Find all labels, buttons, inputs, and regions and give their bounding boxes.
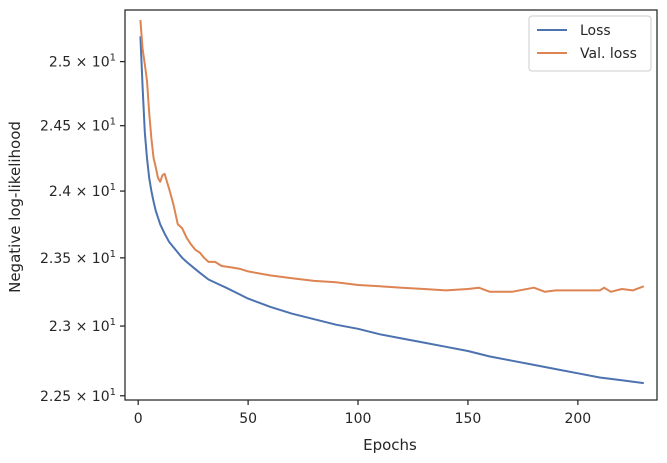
legend: Loss Val. loss — [528, 15, 652, 72]
y-tick-label: 2.45 × 101 — [40, 117, 116, 135]
legend-label-val-loss: Val. loss — [580, 46, 637, 62]
y-tick-label: 2.4 × 101 — [49, 182, 116, 200]
x-tick-label: 150 — [455, 411, 482, 427]
y-tick-label: 2.35 × 101 — [40, 249, 116, 267]
y-tick-label: 2.25 × 101 — [40, 387, 116, 405]
legend-label-loss: Loss — [580, 23, 611, 39]
y-tick-label: 2.3 × 101 — [49, 317, 116, 335]
y-axis-title: Negative log-likelihood — [6, 121, 24, 293]
x-axis-title: Epochs — [363, 436, 417, 454]
y-tick-label: 2.5 × 101 — [49, 53, 116, 71]
x-tick-label: 200 — [564, 411, 591, 427]
y-axis-ticks: 2.25 × 101 2.3 × 101 2.35 × 101 2.4 × 101 2.… — [40, 53, 125, 405]
series-layer — [139, 19, 645, 385]
series-line-val-loss — [139, 19, 645, 293]
plot-frame — [124, 9, 658, 401]
x-axis-ticks: 0 50 100 150 200 — [134, 400, 591, 427]
x-tick-label: 0 — [134, 411, 143, 427]
x-tick-label: 50 — [239, 411, 257, 427]
series-line-loss — [139, 36, 644, 385]
x-tick-label: 100 — [345, 411, 372, 427]
